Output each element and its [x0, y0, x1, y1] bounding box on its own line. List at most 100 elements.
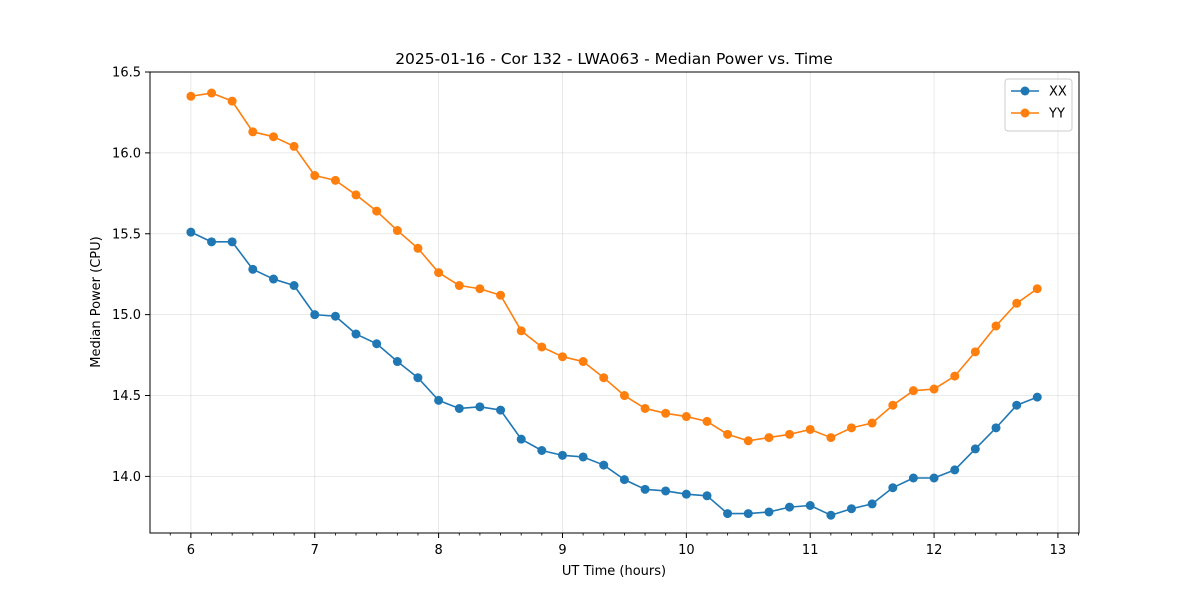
data-point-yy — [929, 384, 939, 394]
x-tick-label: 7 — [311, 543, 319, 558]
legend-marker-yy — [1020, 108, 1030, 118]
data-point-xx — [413, 373, 423, 383]
data-point-xx — [619, 475, 629, 485]
x-axis-label: UT Time (hours) — [562, 564, 666, 579]
data-point-yy — [764, 433, 774, 443]
data-point-yy — [681, 412, 691, 422]
data-point-yy — [434, 268, 444, 278]
data-point-yy — [846, 423, 856, 433]
data-point-yy — [950, 371, 960, 381]
data-point-xx — [1012, 400, 1022, 410]
data-point-yy — [557, 352, 567, 362]
data-point-xx — [764, 507, 774, 517]
data-point-yy — [310, 171, 320, 181]
data-point-xx — [640, 484, 650, 494]
y-axis-label: Median Power (CPU) — [89, 236, 104, 367]
x-tick-label: 11 — [802, 543, 819, 558]
data-point-yy — [248, 127, 258, 137]
data-point-xx — [330, 311, 340, 321]
data-point-xx — [867, 499, 877, 509]
data-point-yy — [268, 132, 278, 142]
data-point-xx — [537, 446, 547, 456]
data-point-xx — [310, 310, 320, 320]
data-point-yy — [805, 424, 815, 434]
data-point-yy — [1032, 284, 1042, 294]
data-point-yy — [351, 190, 361, 200]
data-point-xx — [496, 405, 506, 415]
data-point-yy — [330, 175, 340, 185]
data-point-xx — [268, 274, 278, 284]
data-point-yy — [867, 418, 877, 428]
plot-series — [186, 88, 1042, 520]
data-point-xx — [578, 452, 588, 462]
legend-label-xx: XX — [1049, 85, 1067, 100]
data-point-xx — [227, 237, 237, 247]
data-point-xx — [826, 510, 836, 520]
x-tick-label: 10 — [678, 543, 695, 558]
data-point-yy — [496, 290, 506, 300]
data-point-yy — [454, 281, 464, 291]
data-point-yy — [908, 386, 918, 396]
data-point-yy — [640, 403, 650, 413]
x-tick-label: 13 — [1050, 543, 1067, 558]
data-point-xx — [599, 460, 609, 470]
data-point-yy — [578, 357, 588, 367]
data-point-yy — [785, 429, 795, 439]
data-point-xx — [805, 501, 815, 511]
y-tick-label: 14.5 — [112, 389, 141, 404]
data-point-yy — [991, 321, 1001, 331]
data-point-yy — [1012, 298, 1022, 308]
data-point-yy — [599, 373, 609, 383]
data-point-yy — [475, 284, 485, 294]
data-point-xx — [557, 450, 567, 460]
data-point-xx — [929, 473, 939, 483]
data-point-xx — [516, 434, 526, 444]
x-tick-label: 9 — [558, 543, 566, 558]
data-point-yy — [970, 347, 980, 357]
data-point-yy — [888, 400, 898, 410]
data-point-xx — [785, 502, 795, 512]
legend-label-yy: YY — [1048, 107, 1065, 122]
data-point-xx — [392, 357, 402, 367]
data-point-yy — [186, 91, 196, 101]
data-point-yy — [537, 342, 547, 352]
data-point-yy — [702, 416, 712, 426]
data-point-xx — [475, 402, 485, 412]
data-point-yy — [392, 226, 402, 236]
data-point-xx — [1032, 392, 1042, 402]
y-tick-label: 15.0 — [112, 308, 141, 323]
data-point-xx — [723, 509, 733, 519]
data-point-yy — [289, 141, 299, 151]
legend: XX YY — [1004, 78, 1073, 132]
data-point-yy — [207, 88, 217, 98]
data-point-xx — [743, 509, 753, 519]
plot-area-frame — [149, 71, 1080, 534]
data-point-yy — [227, 96, 237, 106]
data-point-yy — [661, 408, 671, 418]
legend-marker-xx — [1020, 86, 1030, 96]
y-tick-label: 15.5 — [112, 227, 141, 242]
chart-title: 2025-01-16 - Cor 132 - LWA063 - Median P… — [395, 50, 833, 68]
data-point-xx — [991, 423, 1001, 433]
data-point-xx — [207, 237, 217, 247]
x-tick-label: 8 — [434, 543, 442, 558]
data-point-yy — [516, 326, 526, 336]
data-point-xx — [950, 465, 960, 475]
data-point-xx — [661, 486, 671, 496]
data-point-yy — [372, 206, 382, 216]
data-point-xx — [888, 483, 898, 493]
x-tick-label: 6 — [187, 543, 195, 558]
data-point-xx — [908, 473, 918, 483]
data-point-xx — [846, 504, 856, 514]
data-point-xx — [372, 339, 382, 349]
data-point-xx — [970, 444, 980, 454]
data-point-yy — [619, 391, 629, 401]
data-point-xx — [434, 395, 444, 405]
y-tick-label: 16.5 — [112, 66, 141, 81]
data-point-yy — [743, 436, 753, 446]
data-point-xx — [702, 491, 712, 501]
x-tick-label: 12 — [926, 543, 943, 558]
data-point-xx — [289, 281, 299, 291]
